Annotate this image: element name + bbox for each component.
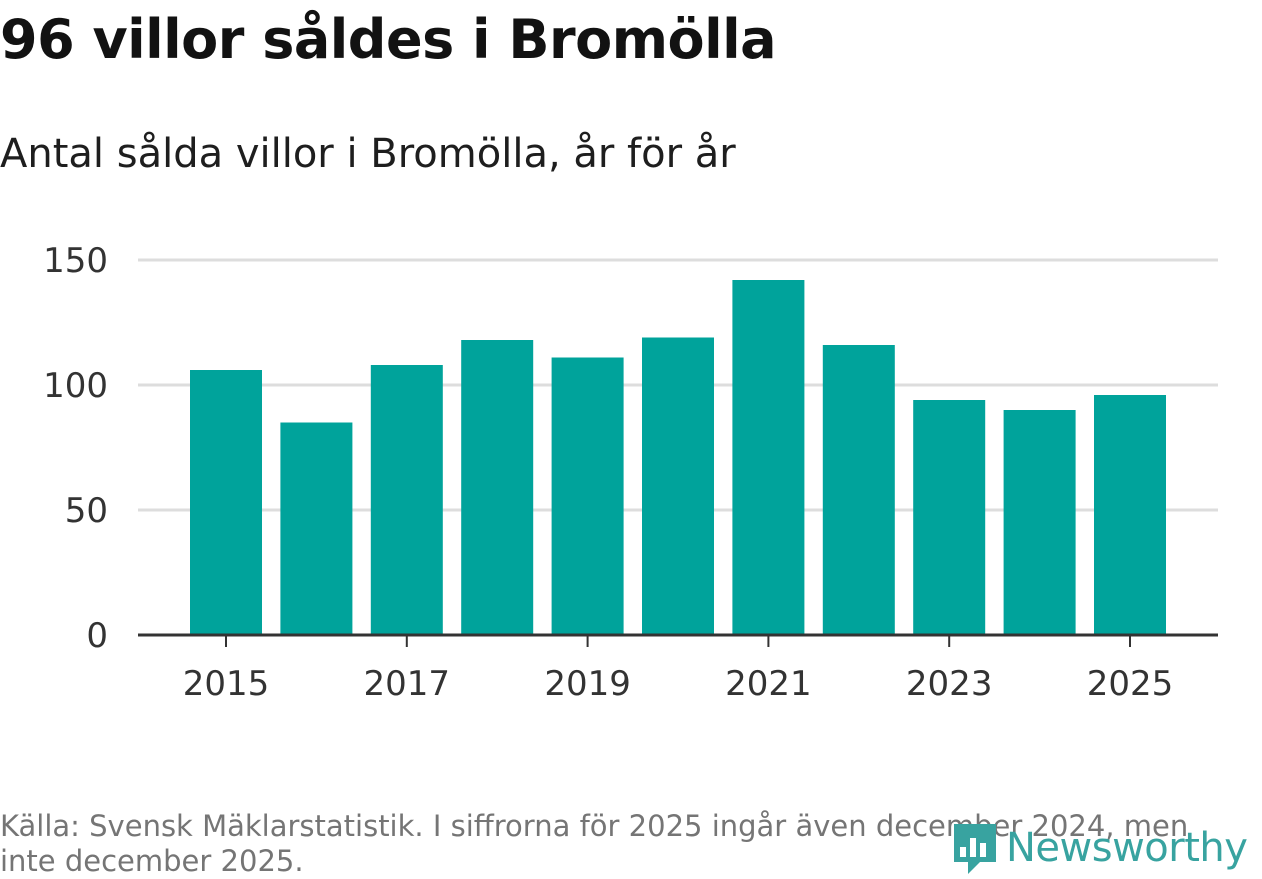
x-tick-label: 2015 xyxy=(183,664,270,704)
bar xyxy=(551,357,624,635)
x-axis-labels: 2015 2017 2019 2021 2023 2025 xyxy=(183,664,1174,704)
x-tick-label: 2017 xyxy=(364,664,451,704)
bars xyxy=(190,280,1166,635)
y-tick-label: 100 xyxy=(43,366,108,406)
bar xyxy=(1094,395,1166,635)
bar xyxy=(190,370,262,635)
chart-title: 96 villor såldes i Bromölla xyxy=(0,8,777,71)
x-axis xyxy=(138,633,1218,647)
x-tick-label: 2021 xyxy=(725,664,812,704)
bar xyxy=(280,422,353,635)
y-axis-labels: 0 50 100 150 xyxy=(43,241,108,656)
bar xyxy=(1003,410,1076,635)
bar xyxy=(461,340,534,635)
y-tick-label: 50 xyxy=(65,491,108,531)
x-tick-label: 2025 xyxy=(1087,664,1174,704)
chart-subtitle: Antal sålda villor i Bromölla, år för år xyxy=(0,131,736,177)
brand-name: Newsworthy xyxy=(1006,825,1248,871)
x-tick-label: 2023 xyxy=(906,664,993,704)
bar xyxy=(913,400,986,635)
y-tick-label: 0 xyxy=(86,616,108,656)
newsworthy-logo: Newsworthy xyxy=(950,820,1260,876)
bar xyxy=(732,280,805,635)
bar xyxy=(370,365,443,635)
newsworthy-logo-icon xyxy=(954,824,996,874)
x-tick-label: 2019 xyxy=(544,664,631,704)
y-tick-label: 150 xyxy=(43,241,108,281)
bar xyxy=(822,345,895,635)
bar xyxy=(642,337,714,635)
